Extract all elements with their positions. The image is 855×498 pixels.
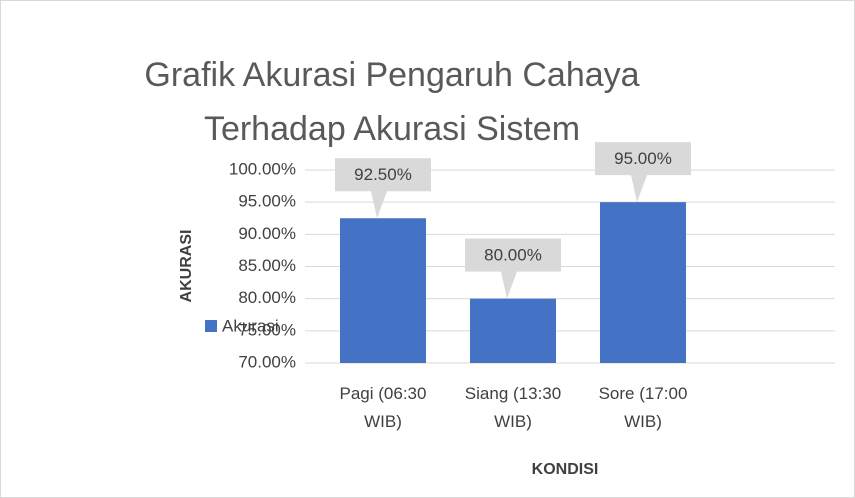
x-axis-title: KONDISI (532, 461, 599, 478)
bar (340, 218, 426, 363)
y-tick-label: 90.00% (238, 224, 296, 243)
data-label: 80.00% (484, 246, 542, 265)
data-label: 95.00% (614, 149, 672, 168)
x-tick-label: Pagi (06:30 WIB) (340, 384, 427, 431)
data-label: 92.50% (354, 165, 412, 184)
chart-title: Terhadap Akurasi Sistem (204, 110, 580, 148)
y-axis-title: AKURASI (178, 230, 195, 303)
y-tick-label: 100.00% (229, 159, 296, 178)
x-tick-label: Sore (17:00 WIB) (599, 384, 688, 431)
y-tick-label: 70.00% (238, 352, 296, 371)
bar (600, 202, 686, 363)
y-tick-label: 80.00% (238, 288, 296, 307)
legend-swatch (205, 320, 217, 332)
y-tick-label: 85.00% (238, 256, 296, 275)
y-tick-label: 75.00% (238, 320, 296, 339)
bar (470, 298, 556, 363)
data-label-callout (595, 142, 691, 203)
chart-title: Grafik Akurasi Pengaruh Cahaya (144, 56, 639, 94)
x-tick-label: Siang (13:30 WIB) (465, 384, 561, 431)
data-label-callout (335, 158, 431, 219)
legend-label: Akurasi (222, 316, 279, 335)
y-tick-label: 95.00% (238, 192, 296, 211)
data-label-callout (465, 238, 561, 299)
